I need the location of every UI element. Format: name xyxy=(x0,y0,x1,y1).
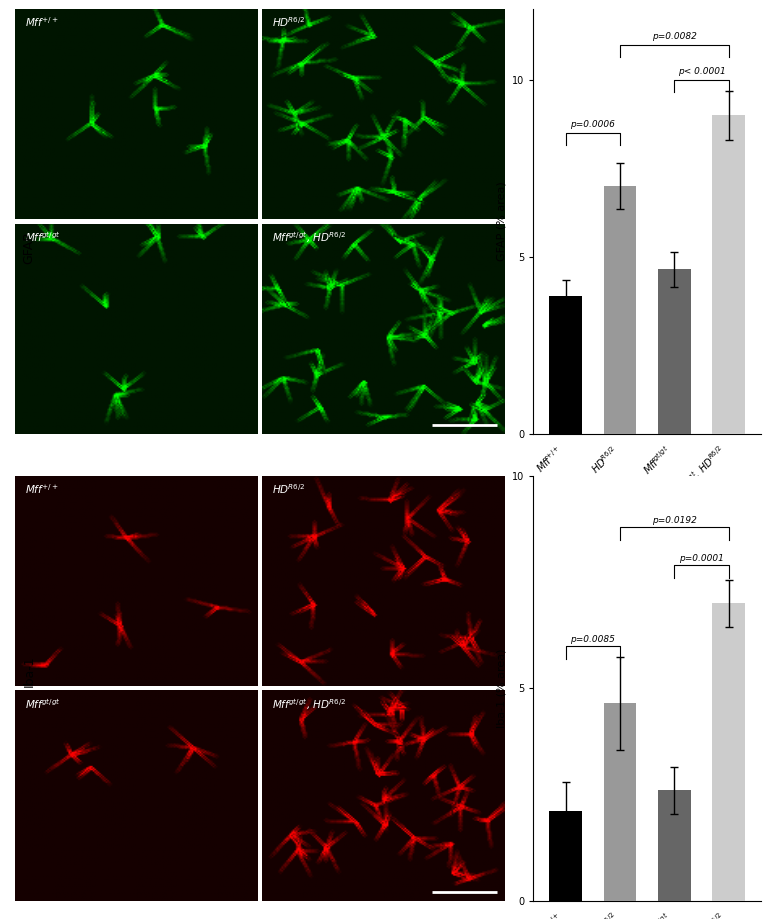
Bar xyxy=(604,186,636,434)
Text: p=0.0001: p=0.0001 xyxy=(679,554,724,563)
Bar xyxy=(549,811,582,901)
Text: HD$^{R6/2}$: HD$^{R6/2}$ xyxy=(272,16,305,29)
Text: p=0.0006: p=0.0006 xyxy=(571,120,615,130)
Bar xyxy=(604,703,636,901)
Bar xyxy=(712,604,745,901)
Text: Iba-1: Iba-1 xyxy=(23,655,35,686)
Text: Mff$^{gt/gt}$, HD$^{R6/2}$: Mff$^{gt/gt}$, HD$^{R6/2}$ xyxy=(272,697,346,711)
Text: HD$^{R6/2}$: HD$^{R6/2}$ xyxy=(272,482,305,496)
Text: Mff$^{+/+}$: Mff$^{+/+}$ xyxy=(25,16,58,29)
Text: p=0.0192: p=0.0192 xyxy=(652,516,697,525)
Text: p< 0.0001: p< 0.0001 xyxy=(677,67,725,76)
Text: Mff$^{gt/gt}$, HD$^{R6/2}$: Mff$^{gt/gt}$, HD$^{R6/2}$ xyxy=(272,230,346,244)
Y-axis label: GFAP (% area): GFAP (% area) xyxy=(496,182,506,261)
Text: p=0.0082: p=0.0082 xyxy=(652,32,697,41)
Text: p=0.0085: p=0.0085 xyxy=(571,635,615,644)
Text: Mff$^{+/+}$: Mff$^{+/+}$ xyxy=(25,482,58,496)
Bar xyxy=(549,296,582,434)
Bar xyxy=(658,269,691,434)
Bar xyxy=(712,115,745,434)
Text: GFAP: GFAP xyxy=(23,233,35,264)
Text: Mff$^{gt/gt}$: Mff$^{gt/gt}$ xyxy=(25,697,61,710)
Y-axis label: Iba-1 (% area): Iba-1 (% area) xyxy=(496,649,506,728)
Text: Mff$^{gt/gt}$: Mff$^{gt/gt}$ xyxy=(25,230,61,244)
Bar xyxy=(658,790,691,901)
